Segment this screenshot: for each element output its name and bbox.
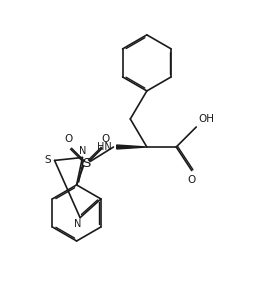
Text: O: O: [188, 174, 196, 184]
Text: OH: OH: [198, 114, 214, 124]
Text: N: N: [74, 219, 82, 229]
Text: S: S: [44, 155, 50, 165]
Text: O: O: [64, 134, 72, 144]
Polygon shape: [117, 145, 147, 149]
Text: O: O: [101, 134, 109, 144]
Text: S: S: [83, 157, 91, 170]
Text: N: N: [79, 146, 87, 156]
Text: HN: HN: [97, 142, 112, 152]
